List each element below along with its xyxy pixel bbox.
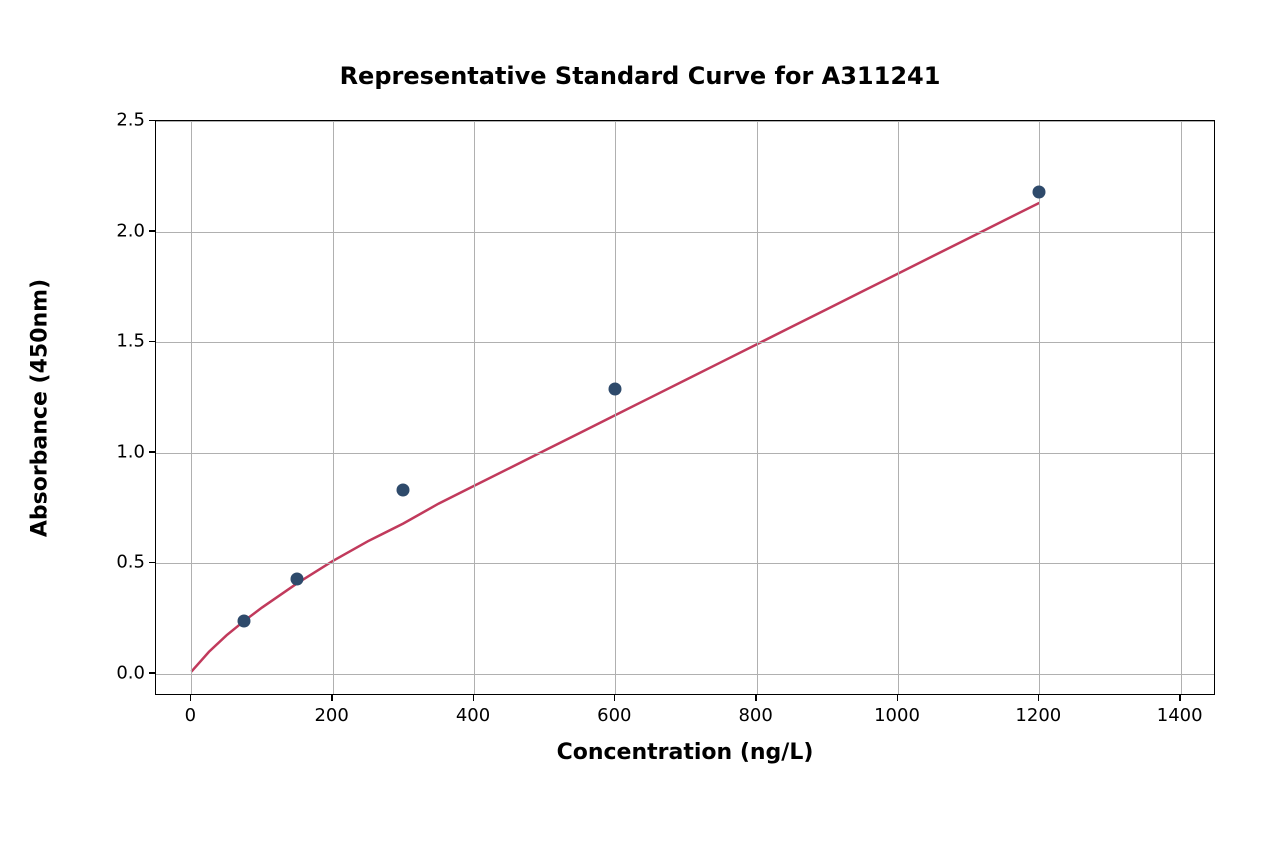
grid-line-horizontal <box>156 121 1214 122</box>
y-tick-mark <box>149 562 155 564</box>
chart-title: Representative Standard Curve for A31124… <box>0 62 1280 90</box>
data-point <box>291 572 304 585</box>
x-tick-label: 600 <box>597 705 631 726</box>
x-tick-label: 1200 <box>1015 705 1061 726</box>
y-tick-label: 1.5 <box>105 331 145 352</box>
y-tick-mark <box>149 451 155 453</box>
curve-svg <box>156 121 1214 694</box>
x-tick-label: 0 <box>185 705 196 726</box>
x-tick-label: 1000 <box>874 705 920 726</box>
y-tick-mark <box>149 341 155 343</box>
grid-line-vertical <box>898 121 899 694</box>
x-tick-mark <box>897 695 899 701</box>
grid-line-vertical <box>1181 121 1182 694</box>
data-point <box>609 382 622 395</box>
y-tick-mark <box>149 230 155 232</box>
chart-container: Representative Standard Curve for A31124… <box>0 0 1280 845</box>
x-tick-mark <box>190 695 192 701</box>
grid-line-horizontal <box>156 342 1214 343</box>
x-tick-label: 1400 <box>1157 705 1203 726</box>
grid-line-vertical <box>615 121 616 694</box>
grid-line-vertical <box>1039 121 1040 694</box>
y-axis-label: Absorbance (450nm) <box>28 278 53 536</box>
y-tick-label: 0.0 <box>105 662 145 683</box>
x-axis-label: Concentration (ng/L) <box>155 740 1215 765</box>
data-point <box>397 484 410 497</box>
x-tick-mark <box>614 695 616 701</box>
y-tick-label: 1.0 <box>105 441 145 462</box>
grid-line-horizontal <box>156 453 1214 454</box>
data-point <box>1033 185 1046 198</box>
data-point <box>238 614 251 627</box>
grid-line-vertical <box>191 121 192 694</box>
y-tick-mark <box>149 672 155 674</box>
y-tick-label: 0.5 <box>105 552 145 573</box>
x-tick-label: 400 <box>456 705 490 726</box>
grid-line-horizontal <box>156 674 1214 675</box>
y-tick-mark <box>149 120 155 122</box>
x-tick-mark <box>1038 695 1040 701</box>
plot-area <box>155 120 1215 695</box>
grid-line-vertical <box>333 121 334 694</box>
y-tick-label: 2.5 <box>105 110 145 131</box>
x-tick-mark <box>331 695 333 701</box>
x-tick-mark <box>473 695 475 701</box>
grid-line-vertical <box>757 121 758 694</box>
grid-line-vertical <box>474 121 475 694</box>
x-tick-mark <box>755 695 757 701</box>
grid-line-horizontal <box>156 232 1214 233</box>
y-tick-label: 2.0 <box>105 220 145 241</box>
x-tick-label: 800 <box>738 705 772 726</box>
grid-line-horizontal <box>156 563 1214 564</box>
x-tick-label: 200 <box>314 705 348 726</box>
x-tick-mark <box>1179 695 1181 701</box>
